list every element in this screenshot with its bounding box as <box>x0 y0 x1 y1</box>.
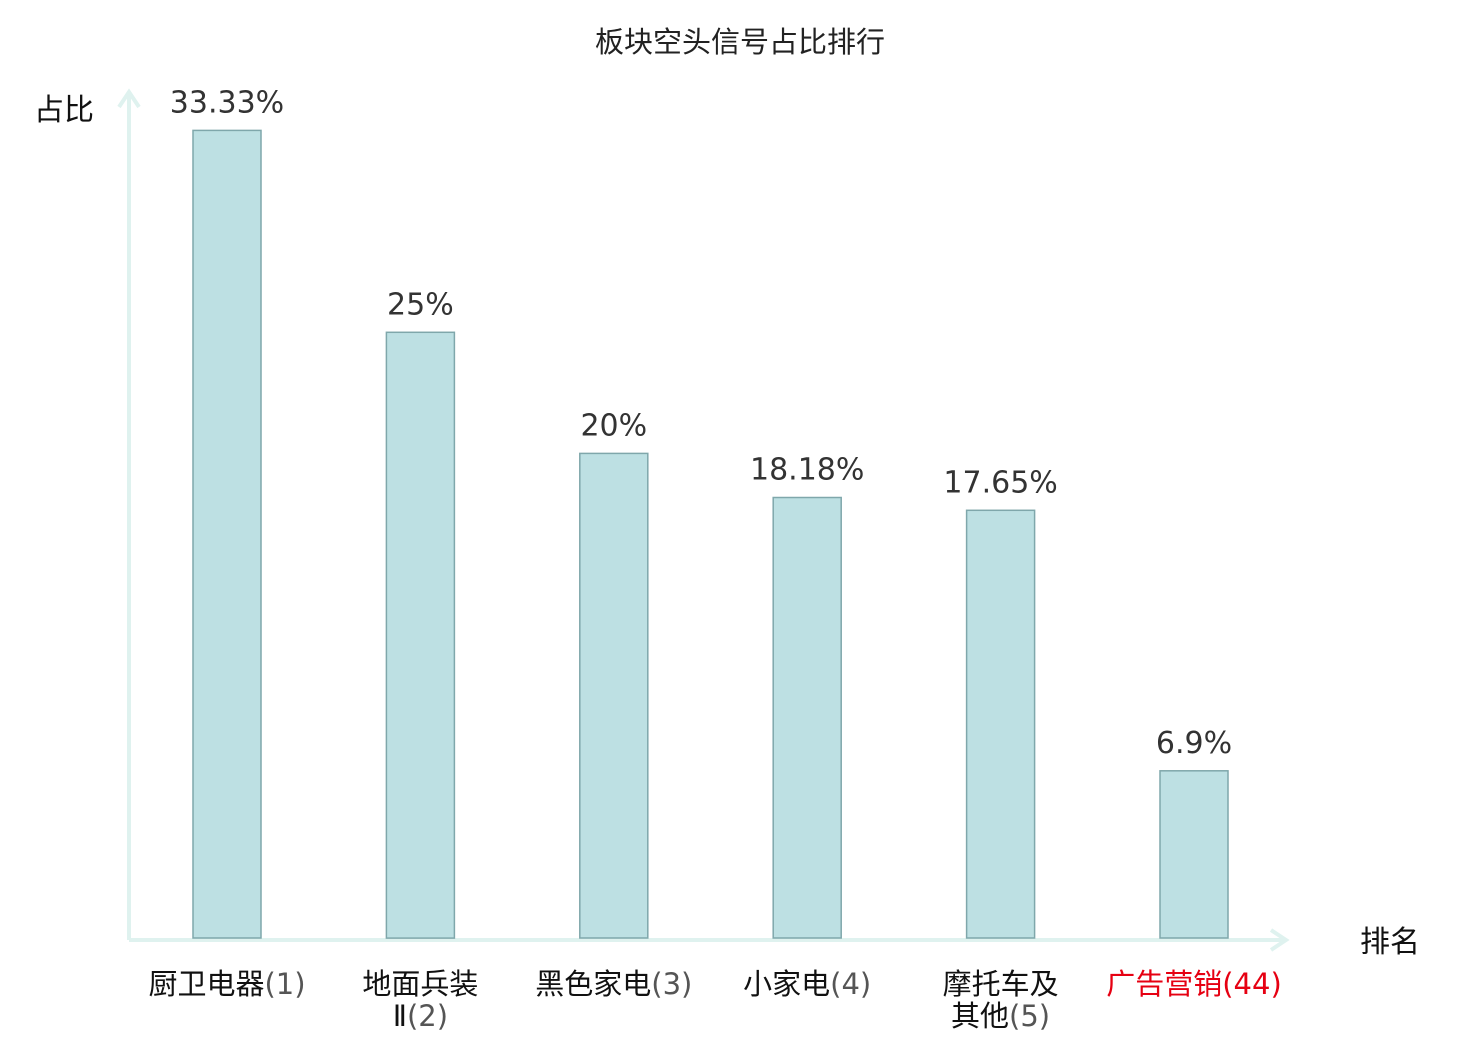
bar-value-label: 33.33% <box>170 85 284 120</box>
category-label-line: Ⅱ(2) <box>393 999 448 1033</box>
category-label: 黑色家电(3) <box>535 967 692 1001</box>
bar <box>772 496 842 939</box>
bar <box>1159 770 1229 939</box>
category-rank: (2) <box>407 999 448 1033</box>
bar <box>965 509 1036 939</box>
bar <box>385 331 456 939</box>
category-rank: (3) <box>651 967 692 1001</box>
category-label-line: 黑色家电(3) <box>535 967 692 1001</box>
category-label: 摩托车及其他(5) <box>943 967 1059 1033</box>
category-label: 小家电(4) <box>743 967 871 1001</box>
y-axis-label: 占比 <box>34 93 94 128</box>
category-label-line: 摩托车及 <box>943 967 1059 1001</box>
category-label-line: 小家电(4) <box>743 967 871 1001</box>
category-label: 广告营销(44) <box>1106 967 1282 1001</box>
category-label-line: 地面兵装 <box>362 967 478 1001</box>
bar-value-label: 25% <box>387 287 454 322</box>
category-rank: (1) <box>264 967 305 1001</box>
category-label-line: 其他(5) <box>951 999 1050 1033</box>
bar <box>192 129 262 939</box>
bar-value-label: 20% <box>580 408 647 443</box>
x-axis-arrow <box>1269 928 1290 952</box>
chart-title: 板块空头信号占比排行 <box>595 25 885 59</box>
value-labels-group: 33.33% 25% 20% 18.18% 17.65% 6.9% <box>170 85 1232 760</box>
category-label-line: 广告营销(44) <box>1106 967 1282 1001</box>
category-rank: (4) <box>830 967 871 1001</box>
bar <box>579 452 649 939</box>
x-axis-label: 排名 <box>1360 925 1420 960</box>
category-labels-group: 厨卫电器(1) 地面兵装 Ⅱ(2) 黑色家电(3) 小家电(4) 摩托车及其他(5) 广告营… <box>148 967 1281 1033</box>
category-rank: (5) <box>1009 999 1050 1033</box>
bars-group <box>192 129 1229 939</box>
category-rank: (44) <box>1222 967 1282 1001</box>
category-label-line: 厨卫电器(1) <box>148 967 305 1001</box>
y-axis-arrow <box>117 88 141 109</box>
category-label: 厨卫电器(1) <box>148 967 305 1001</box>
category-label: 地面兵装 Ⅱ(2) <box>362 967 478 1033</box>
bar-value-label: 17.65% <box>943 465 1057 500</box>
bar-value-label: 6.9% <box>1156 726 1232 761</box>
bar-value-label: 18.18% <box>750 453 864 488</box>
